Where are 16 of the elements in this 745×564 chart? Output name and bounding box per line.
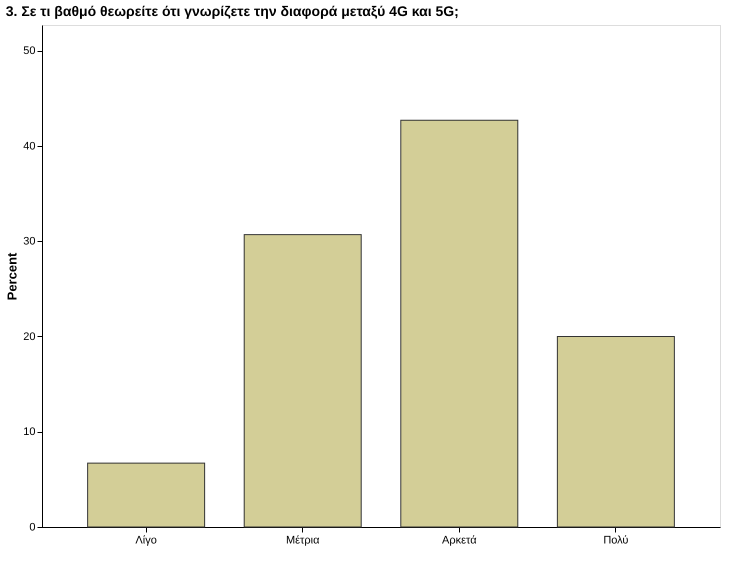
x-tick-label: Λίγο <box>135 534 157 546</box>
y-tick-label: 0 <box>29 522 36 534</box>
x-tick-label: Μέτρια <box>286 534 320 546</box>
y-tick-label: 50 <box>23 45 36 58</box>
y-axis-title: Percent <box>4 252 20 300</box>
y-tick-label: 30 <box>23 236 36 248</box>
y-tick-label: 40 <box>23 140 36 152</box>
bar <box>244 234 362 528</box>
x-tick-label: Πολύ <box>603 534 628 546</box>
bar <box>556 336 675 528</box>
chart-title: 3. Σε τι βαθμό θεωρείτε ότι γνωρίζετε την διαφορά μεταξύ 4G και 5G; <box>6 3 459 19</box>
bar <box>400 120 518 528</box>
y-tick-label: 20 <box>23 330 36 343</box>
bar <box>87 462 206 528</box>
y-tick-label: 10 <box>23 426 36 438</box>
x-tick-label: Αρκετά <box>442 534 478 546</box>
